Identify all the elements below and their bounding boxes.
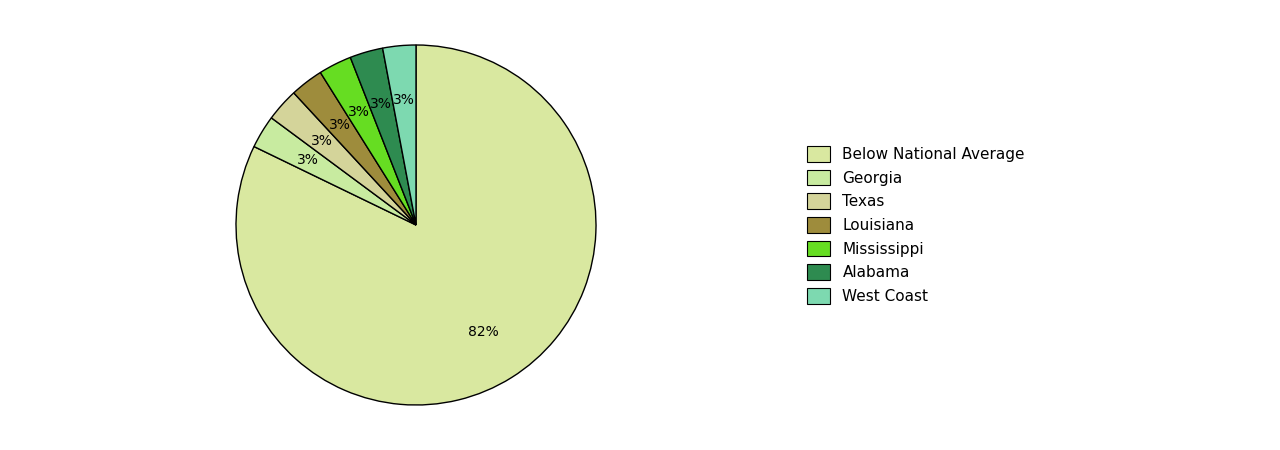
Text: 3%: 3% [311,134,333,148]
Legend: Below National Average, Georgia, Texas, Louisiana, Mississippi, Alabama, West Co: Below National Average, Georgia, Texas, … [801,140,1032,310]
Text: 3%: 3% [329,118,351,132]
Wedge shape [320,58,416,225]
Text: 3%: 3% [370,97,392,111]
Wedge shape [351,48,416,225]
Wedge shape [294,72,416,225]
Wedge shape [253,118,416,225]
Wedge shape [271,93,416,225]
Text: 3%: 3% [393,93,415,107]
Wedge shape [236,45,596,405]
Text: 3%: 3% [348,105,370,119]
Wedge shape [383,45,416,225]
Text: 3%: 3% [297,153,319,167]
Text: 82%: 82% [467,325,498,339]
